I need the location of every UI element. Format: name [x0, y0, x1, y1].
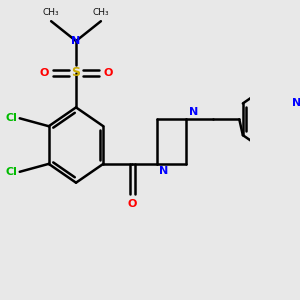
- Text: CH₃: CH₃: [93, 8, 109, 17]
- Text: O: O: [103, 68, 113, 78]
- Text: N: N: [189, 107, 198, 117]
- Text: S: S: [71, 66, 80, 79]
- Text: O: O: [128, 199, 137, 208]
- Text: Cl: Cl: [5, 167, 17, 177]
- Text: N: N: [159, 166, 168, 176]
- Text: CH₃: CH₃: [43, 8, 59, 17]
- Text: O: O: [39, 68, 49, 78]
- Text: Cl: Cl: [5, 113, 17, 123]
- Text: N: N: [292, 98, 300, 108]
- Text: N: N: [71, 36, 81, 46]
